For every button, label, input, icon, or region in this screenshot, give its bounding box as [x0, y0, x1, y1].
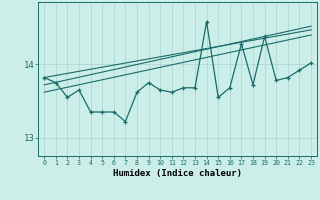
X-axis label: Humidex (Indice chaleur): Humidex (Indice chaleur) — [113, 169, 242, 178]
